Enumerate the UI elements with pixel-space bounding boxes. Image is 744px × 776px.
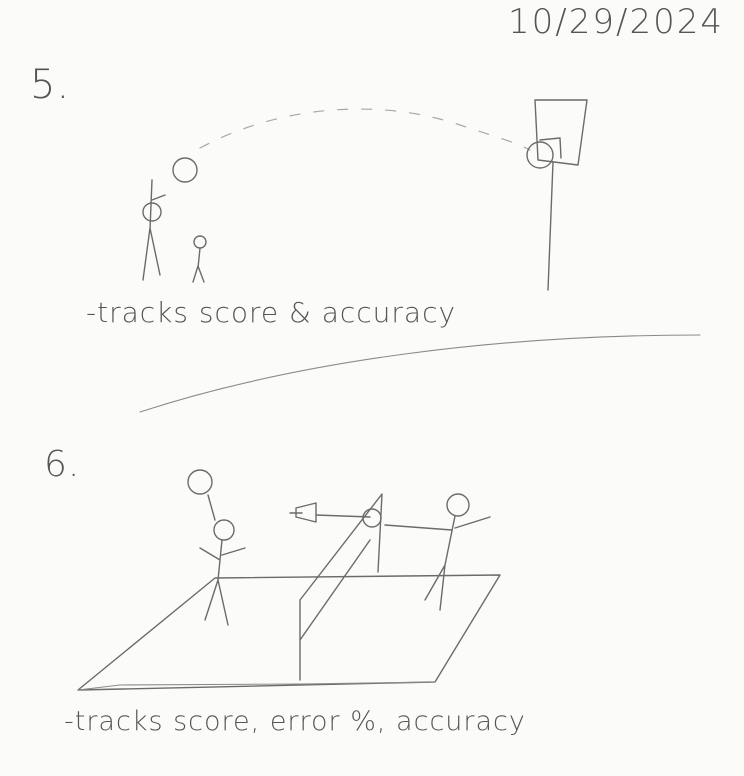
hoop-pole bbox=[547, 161, 554, 291]
ball-trajectory bbox=[199, 108, 531, 151]
player-right-head bbox=[446, 493, 470, 517]
rim-ball-icon bbox=[526, 141, 554, 169]
basketball-sketch bbox=[142, 99, 588, 291]
sketch-number-6: 6. bbox=[44, 444, 81, 485]
net bbox=[299, 493, 383, 681]
date-label: 10/29/2024 bbox=[508, 2, 724, 42]
court-outline bbox=[77, 574, 501, 691]
ball-net-icon bbox=[289, 502, 317, 523]
defender-head bbox=[193, 235, 207, 249]
sketch-note-6: -tracks score, error %, accuracy bbox=[64, 706, 526, 737]
net-ball bbox=[362, 508, 382, 528]
ball-icon bbox=[172, 157, 198, 183]
sketch-note-5: -tracks score & accuracy bbox=[86, 296, 457, 329]
section-divider bbox=[139, 334, 701, 413]
backboard bbox=[534, 99, 588, 166]
court-edge bbox=[77, 681, 436, 691]
ball-path bbox=[315, 514, 371, 518]
player-left-head bbox=[213, 519, 235, 541]
shooter-body bbox=[142, 179, 166, 281]
defender-body bbox=[192, 247, 205, 283]
backboard-inner bbox=[539, 137, 562, 159]
ball-left-icon bbox=[187, 469, 213, 495]
player-right-body bbox=[384, 515, 491, 611]
volleyball-sketch bbox=[77, 469, 501, 691]
sketch-number-5: 5. bbox=[30, 62, 71, 108]
shooter-head bbox=[142, 202, 162, 222]
player-left-arm-up bbox=[207, 494, 216, 521]
player-left-body bbox=[199, 539, 246, 626]
